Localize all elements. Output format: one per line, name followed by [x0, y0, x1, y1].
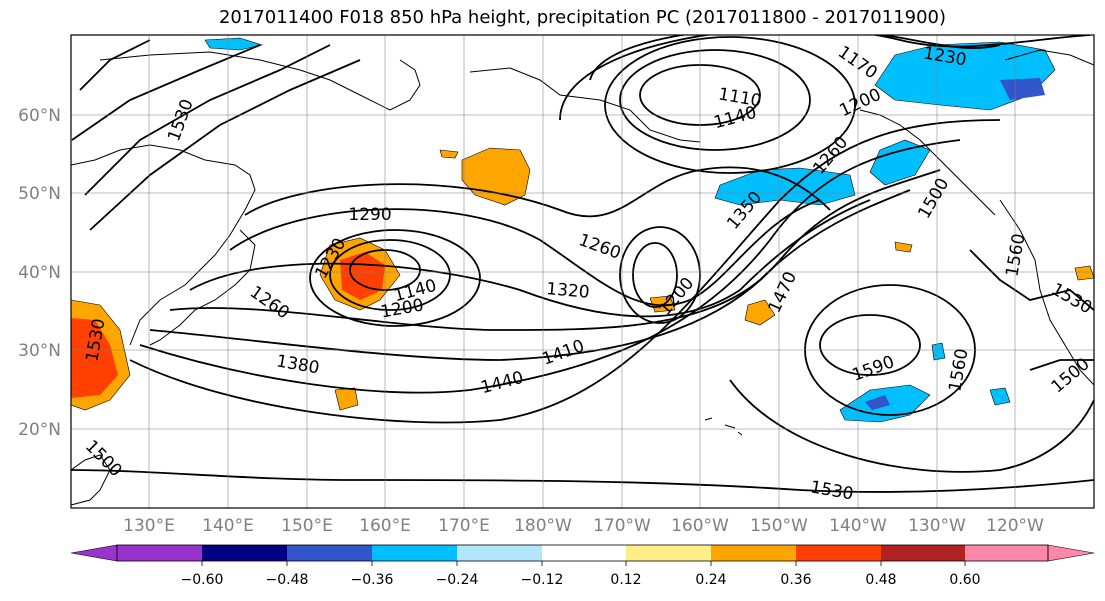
lon-label: 170°E [438, 516, 490, 536]
colorbar-extend-low [70, 544, 118, 562]
colorbar-extend-high [1047, 544, 1095, 562]
colorbar-bin [117, 545, 202, 561]
colorbar-tick-label: −0.12 [521, 572, 564, 588]
lon-label: 140°W [829, 516, 887, 536]
colorbar-bin [287, 545, 372, 561]
colorbar-tick-label: 0.36 [780, 572, 811, 588]
colorbar-tick-label: −0.60 [181, 572, 224, 588]
map-title: 2017011400 F018 850 hPa height, precipit… [218, 7, 947, 28]
lon-label: 180°W [514, 516, 572, 536]
colorbar-bin [457, 545, 542, 561]
lon-label: 150°W [750, 516, 808, 536]
colorbar-tick-label: 0.12 [610, 572, 641, 588]
colorbar-bin [796, 545, 881, 561]
lon-label: 130°W [908, 516, 966, 536]
latitude-labels: 60°N 50°N 40°N 30°N 20°N [18, 106, 61, 440]
graticule [71, 35, 1094, 508]
lat-label: 20°N [18, 420, 61, 440]
lon-label: 160°W [671, 516, 729, 536]
lat-label: 60°N [18, 106, 61, 126]
colorbar-tick-label: −0.24 [436, 572, 479, 588]
lon-label: 140°E [202, 516, 254, 536]
contour-label: 1290 [348, 205, 391, 225]
colorbar-bin [202, 545, 287, 561]
colorbar-bin [372, 545, 457, 561]
lon-label: 150°E [281, 516, 333, 536]
map-plot-area: 1530 1110 1140 1170 1230 1200 1260 1290 … [71, 35, 1094, 508]
lon-label: 160°E [359, 516, 411, 536]
lon-label: 120°W [986, 516, 1044, 536]
colorbar-tick-label: −0.48 [266, 572, 309, 588]
colorbar-bin [626, 545, 711, 561]
colorbar-tick-label: 0.60 [949, 572, 980, 588]
colorbar-bin [965, 545, 1048, 561]
contour-labels: 1530 1110 1140 1170 1230 1200 1260 1290 … [81, 42, 1094, 504]
lon-label: 130°E [123, 516, 175, 536]
lat-label: 50°N [18, 184, 61, 204]
colorbar-bin [881, 545, 965, 561]
longitude-labels: 130°E 140°E 150°E 160°E 170°E 180°W 170°… [123, 516, 1044, 536]
lat-label: 40°N [18, 263, 61, 283]
colorbar-bin [542, 545, 626, 561]
lon-label: 170°W [593, 516, 651, 536]
map-frame [70, 34, 1095, 509]
lat-label: 30°N [18, 341, 61, 361]
colorbar-bin [711, 545, 796, 561]
colorbar-tick-label: −0.36 [351, 572, 394, 588]
colorbar-tick-label: 0.24 [695, 572, 726, 588]
colorbar-tick-label: 0.48 [865, 572, 896, 588]
colorbar: −0.60 −0.48 −0.36 −0.24 −0.12 0.12 0.24 … [70, 544, 1095, 588]
contour-label: 1320 [545, 279, 590, 303]
